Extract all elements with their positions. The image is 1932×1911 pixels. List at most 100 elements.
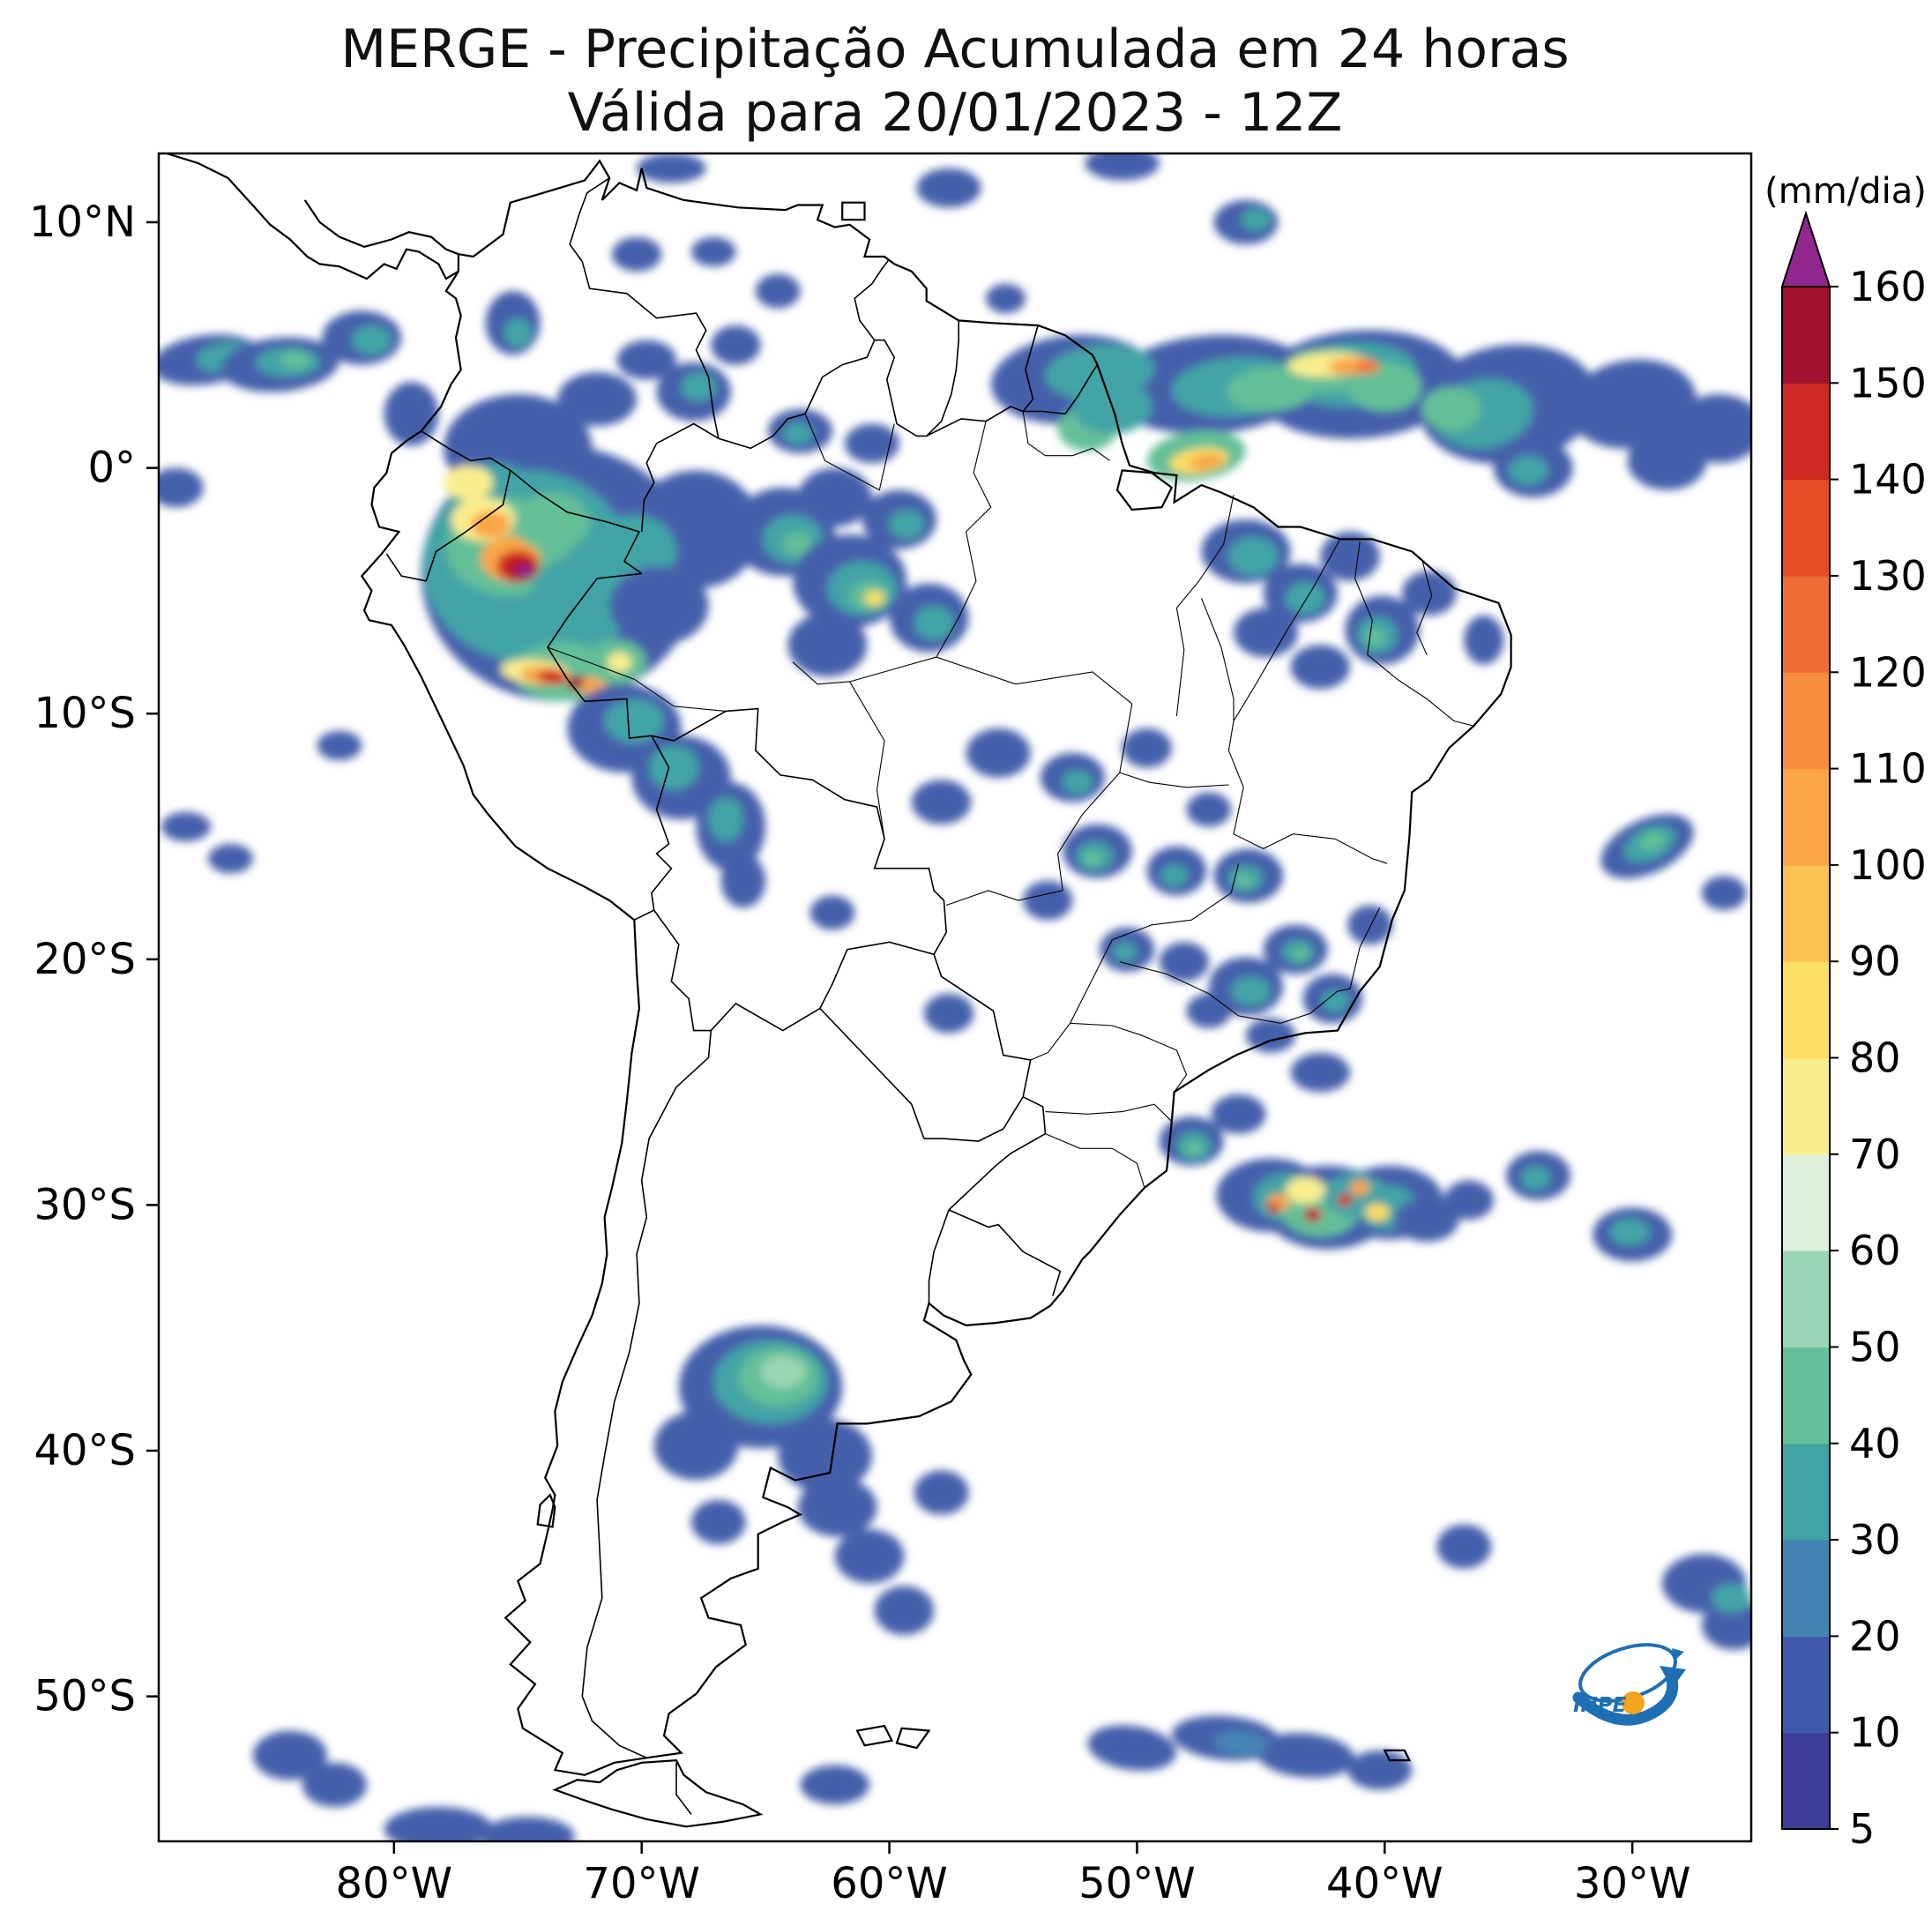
colorbar-segment [1782,961,1830,1059]
precipitation-blob [787,613,868,677]
precipitation-blob [384,1807,494,1841]
state-border [1112,863,1240,941]
country-border [1022,325,1039,413]
state-border [1045,1103,1173,1123]
state-border [936,421,992,658]
precipitation-blob [1464,615,1504,665]
precipitation-blob [1063,770,1093,795]
inpe-logo: INPE [1572,1643,1686,1726]
precipitation-blob [1023,880,1073,921]
map-borders [163,153,1512,1828]
precipitation-blob [302,1762,367,1807]
precipitation-blob [653,1411,739,1481]
precipitation-blob [834,1529,905,1584]
colorbar-tick-label: 30 [1849,1516,1901,1564]
precipitation-blob [1364,1204,1390,1221]
precipitation-blob [760,1355,806,1388]
precipitation-blob [609,566,709,646]
y-tick-label: 30°S [34,1180,136,1229]
colorbar-segment [1782,479,1830,577]
country-border [948,1209,1062,1296]
inpe-swoosh-arrowhead-icon [1660,1666,1686,1689]
precipitation-blob [208,843,253,874]
country-border [653,909,712,1032]
country-border [928,1209,950,1303]
precipitation-blob [708,796,743,842]
country-border [510,469,643,575]
precipitation-blob [1285,1176,1325,1204]
precipitation-blob [690,1499,746,1544]
x-tick-label: 30°W [1574,1859,1691,1908]
precipitation-blob [1228,536,1279,577]
precipitation-blob [1211,1094,1266,1134]
precipitation-blob [1436,1524,1492,1569]
coastline [163,153,459,280]
state-border [849,656,1133,705]
coastline [895,1727,931,1750]
y-tick-label: 20°S [34,935,136,984]
state-border [1354,541,1373,655]
precipitation-blob [1290,645,1351,690]
colorbar-segment [1782,1636,1830,1734]
country-border [547,572,652,739]
precipitation-blob [1520,1165,1551,1191]
precipitation-blob [1321,989,1349,1012]
precipitation-blob [1364,628,1385,647]
precipitation-blob [504,317,532,348]
precipitation-blob [1347,362,1422,412]
precipitation-blob [1087,1725,1177,1771]
precipitation-blob [916,168,981,208]
state-border [1057,704,1133,891]
precipitation-blob [1293,948,1309,961]
country-border [819,941,935,1009]
country-border [710,1002,821,1032]
state-border [1119,961,1281,1024]
precipitation-blob [1231,976,1272,1006]
state-border [1070,1022,1188,1093]
precipitation-blob [1347,1750,1413,1790]
precipitation-blob [516,564,532,578]
precipitation-blob [874,1586,935,1635]
y-tick-label: 10°S [34,689,136,738]
colorbar-tick-label: 5 [1849,1805,1875,1853]
precipitation-blob [755,273,801,309]
precipitation-blob [1186,993,1232,1028]
precipitation-blob [914,1470,969,1515]
precipitation-blob [1241,208,1272,231]
state-border [1233,539,1341,721]
y-tick-label: 40°S [34,1426,136,1475]
colorbar-segment [1782,1057,1830,1155]
precipitation-blob [1213,1730,1269,1756]
precipitation-blob [1085,153,1160,181]
state-border [1030,939,1113,1061]
y-tick-label: 0° [87,444,136,493]
precipitation-blob [1307,1212,1317,1221]
precipitation-blob [1347,905,1392,945]
precipitation-blob [1701,1600,1751,1650]
country-border [948,1096,1047,1211]
country-border [569,177,720,439]
precipitation-blob [1112,942,1138,962]
state-border [1119,772,1229,788]
precipitation-blob [1285,582,1325,615]
figure-title: MERGE - Precipitação Acumulada em 24 hor… [159,18,1751,145]
country-border [819,1007,925,1139]
state-border [1416,558,1433,655]
precipitation-blob [923,993,974,1034]
country-border [926,320,959,437]
colorbar-segment [1782,672,1830,770]
precipitation-blob [317,730,362,761]
y-tick-label: 50°S [34,1672,136,1721]
x-tick-label: 70°W [583,1859,700,1908]
country-border [640,422,720,533]
precipitation-blob [515,492,590,552]
precipitation-blob [986,283,1026,314]
colorbar-segment [1782,1443,1830,1541]
precipitation-blob [1186,792,1232,827]
country-border [675,1762,692,1815]
country-border [385,470,511,582]
colorbar-tick-label: 160 [1849,263,1927,310]
country-border [651,735,673,911]
precipitation-blob [864,590,884,606]
